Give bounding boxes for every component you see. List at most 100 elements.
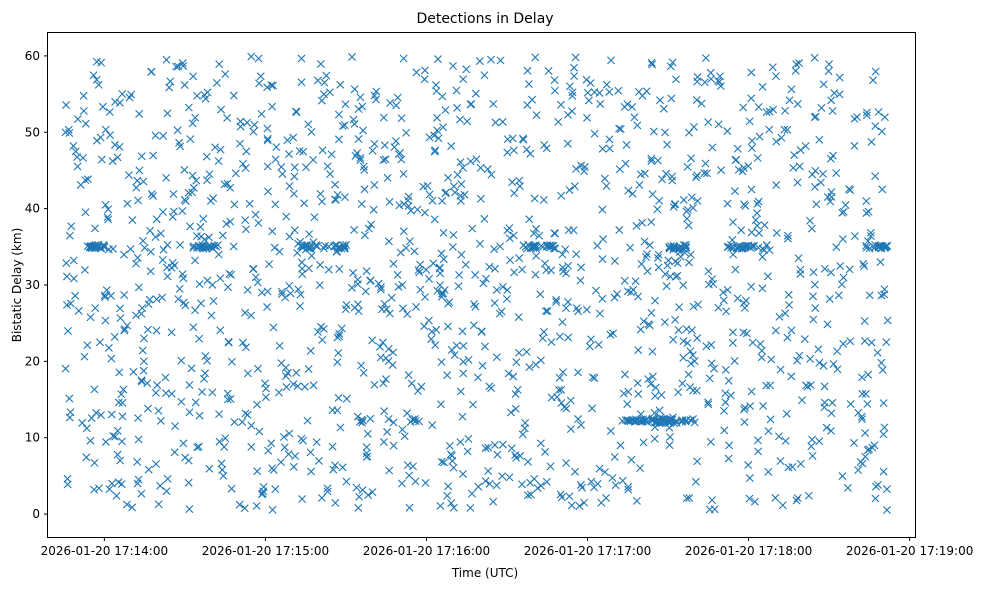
- data-point: [531, 242, 540, 251]
- data-point: [115, 368, 124, 377]
- data-point: [342, 477, 351, 486]
- data-point: [66, 299, 75, 308]
- data-point: [728, 338, 737, 347]
- data-point: [276, 458, 285, 467]
- data-point: [105, 485, 114, 494]
- data-point: [355, 492, 364, 501]
- data-point: [747, 94, 756, 103]
- data-point: [496, 242, 505, 251]
- data-point: [331, 498, 340, 507]
- data-point: [768, 63, 777, 72]
- data-point: [347, 283, 356, 292]
- data-point: [710, 505, 719, 514]
- data-point: [307, 467, 316, 476]
- data-point: [406, 417, 415, 426]
- data-point: [163, 109, 172, 118]
- data-point: [389, 441, 398, 450]
- chart-title: Detections in Delay: [416, 11, 553, 27]
- data-point: [279, 432, 288, 441]
- data-point: [504, 369, 513, 378]
- data-point: [632, 496, 641, 505]
- data-point: [415, 417, 424, 426]
- data-point: [468, 400, 477, 409]
- data-point: [740, 405, 748, 414]
- data-point: [795, 351, 804, 360]
- data-point: [824, 67, 833, 76]
- data-point: [134, 435, 143, 444]
- data-point: [427, 327, 436, 336]
- data-point: [745, 474, 754, 483]
- data-point: [420, 208, 429, 217]
- data-point: [243, 286, 252, 295]
- data-point: [459, 341, 468, 350]
- data-point: [485, 479, 494, 488]
- data-point: [443, 491, 452, 500]
- data-point: [522, 347, 531, 356]
- data-point: [204, 233, 213, 242]
- data-point: [728, 235, 737, 244]
- data-point: [481, 476, 490, 485]
- data-point: [236, 117, 245, 126]
- data-point: [468, 224, 477, 233]
- data-point: [641, 417, 650, 426]
- data-point: [808, 170, 817, 179]
- data-point: [586, 335, 595, 344]
- data-point: [858, 459, 867, 468]
- data-point: [728, 328, 737, 337]
- data-point: [705, 374, 714, 383]
- data-point: [107, 479, 116, 488]
- data-point: [700, 78, 709, 87]
- data-point: [407, 379, 416, 388]
- data-point: [515, 348, 524, 357]
- data-point: [539, 195, 548, 204]
- data-point: [826, 197, 835, 206]
- data-point: [226, 394, 235, 403]
- data-point: [550, 76, 559, 85]
- data-point: [67, 222, 76, 231]
- data-point: [590, 374, 599, 383]
- data-point: [510, 189, 519, 198]
- data-point: [235, 139, 244, 148]
- data-point: [647, 218, 656, 227]
- data-point: [505, 473, 514, 482]
- data-point: [798, 396, 806, 405]
- data-point: [101, 316, 110, 325]
- data-point: [600, 468, 609, 477]
- data-point: [253, 364, 262, 373]
- data-point: [176, 142, 185, 151]
- data-point: [449, 503, 458, 512]
- data-point: [350, 85, 359, 94]
- data-point: [647, 157, 656, 166]
- data-point: [128, 503, 137, 512]
- data-point: [448, 456, 457, 465]
- data-point: [877, 127, 886, 136]
- data-point: [261, 393, 270, 402]
- data-point: [804, 491, 813, 500]
- data-point: [720, 426, 729, 435]
- data-point: [443, 322, 452, 331]
- data-point: [570, 63, 579, 72]
- data-point: [659, 104, 668, 113]
- data-point: [297, 54, 306, 63]
- data-point: [154, 406, 163, 415]
- data-point: [129, 367, 138, 376]
- data-point: [558, 250, 567, 259]
- data-point: [325, 88, 334, 97]
- data-point: [151, 233, 160, 242]
- data-point: [178, 206, 187, 215]
- data-point: [253, 400, 262, 409]
- data-point: [808, 435, 817, 444]
- data-point: [434, 134, 443, 143]
- data-point: [574, 368, 583, 377]
- data-point: [862, 243, 871, 252]
- data-point: [789, 163, 798, 172]
- data-point: [229, 91, 238, 100]
- data-point: [413, 387, 422, 395]
- data-point: [421, 66, 429, 75]
- data-point: [757, 346, 766, 355]
- data-point: [334, 349, 343, 357]
- data-point: [263, 136, 272, 145]
- data-point: [243, 118, 252, 127]
- data-point: [764, 467, 773, 476]
